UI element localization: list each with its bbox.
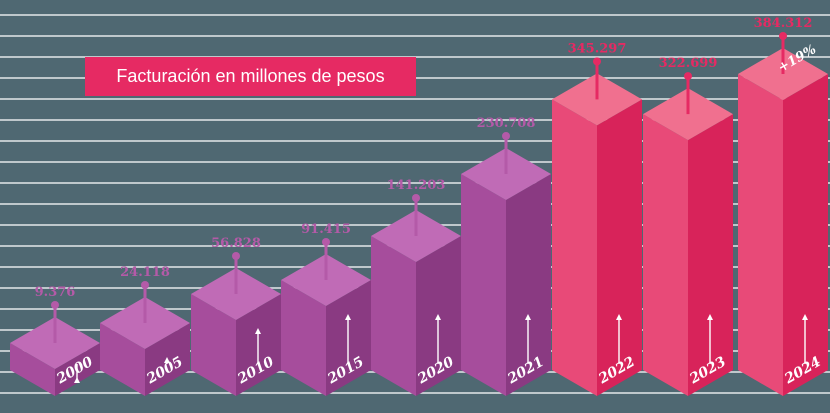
- data-label: 24.118: [120, 265, 170, 280]
- bar-face-left: [461, 174, 506, 396]
- bar-face-right: [597, 99, 642, 397]
- data-label: 56.828: [211, 236, 261, 251]
- value-dot: [322, 238, 330, 246]
- arrow-head: [164, 357, 170, 363]
- value-dot: [593, 57, 601, 66]
- value-dot: [232, 252, 240, 260]
- arrow-head: [435, 314, 441, 320]
- bar-face-right: [506, 174, 551, 396]
- bar-face-left: [100, 323, 145, 396]
- bar-face-left: [643, 114, 688, 397]
- bars: 9.376200024.118200556.828201091.41520151…: [10, 16, 828, 397]
- bar-face-right: [783, 74, 828, 396]
- arrow-head: [616, 314, 622, 320]
- arrow-head: [802, 314, 808, 320]
- value-dot: [684, 72, 692, 81]
- arrow-head: [255, 328, 261, 334]
- chart-title: Facturación en millones de pesos: [116, 66, 385, 86]
- value-dot: [412, 194, 420, 202]
- data-label: 230.708: [477, 116, 536, 131]
- arrow-head: [74, 377, 80, 383]
- bar-face-left: [552, 99, 597, 397]
- data-label: 9.376: [35, 285, 76, 300]
- arrow-head: [345, 314, 351, 320]
- chart-title-box: Facturación en millones de pesos: [85, 57, 416, 96]
- value-dot: [502, 132, 510, 140]
- data-label: 384.312: [754, 16, 813, 31]
- data-label: 322.699: [659, 56, 718, 71]
- arrow-head: [707, 314, 713, 320]
- bar-face-left: [10, 343, 55, 396]
- data-label: 91.415: [301, 222, 351, 237]
- value-dot: [141, 281, 149, 289]
- arrow-head: [525, 314, 531, 320]
- bar-face-left: [281, 280, 326, 396]
- bar-face-left: [191, 294, 236, 396]
- value-dot: [51, 301, 59, 309]
- bar-face-right: [688, 114, 733, 397]
- data-label: 345.297: [568, 41, 627, 56]
- value-dot: [779, 32, 787, 40]
- bar-face-left: [371, 236, 416, 396]
- bar-face-left: [738, 74, 783, 396]
- data-label: 141.203: [387, 178, 446, 193]
